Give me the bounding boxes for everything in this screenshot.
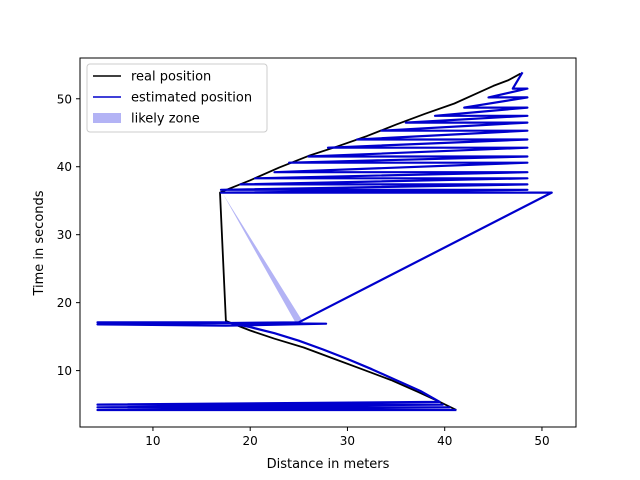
y-tick-label: 40 (57, 160, 72, 174)
series-line-estimated-position (96, 71, 553, 412)
likely-zone-area (222, 193, 304, 324)
x-axis: 10 20 30 40 50 (145, 427, 550, 448)
likely-zone-layer (222, 193, 304, 324)
y-axis: 10 20 30 40 50 (57, 92, 80, 378)
series-line-real-position (219, 72, 522, 411)
x-tick-label: 50 (534, 434, 549, 448)
y-tick-label: 20 (57, 296, 72, 310)
legend-swatch-likely-zone (93, 113, 121, 123)
x-tick-label: 10 (145, 434, 160, 448)
legend-label-likely-zone: likely zone (131, 112, 200, 127)
x-axis-label: Distance in meters (267, 457, 390, 472)
legend-box (86, 63, 268, 133)
y-tick-label: 30 (57, 228, 72, 242)
x-tick-label: 30 (340, 434, 355, 448)
x-tick-label: 40 (437, 434, 452, 448)
x-tick-label: 20 (243, 434, 258, 448)
y-axis-label: Time in seconds (32, 190, 47, 296)
legend: real position estimated position likely … (86, 63, 268, 133)
y-tick-label: 50 (57, 92, 72, 106)
series-layer (96, 71, 553, 412)
y-tick-label: 10 (57, 364, 72, 378)
legend-label-real-position: real position (131, 70, 211, 85)
legend-label-estimated-position: estimated position (131, 91, 252, 106)
plot-area (79, 57, 577, 428)
